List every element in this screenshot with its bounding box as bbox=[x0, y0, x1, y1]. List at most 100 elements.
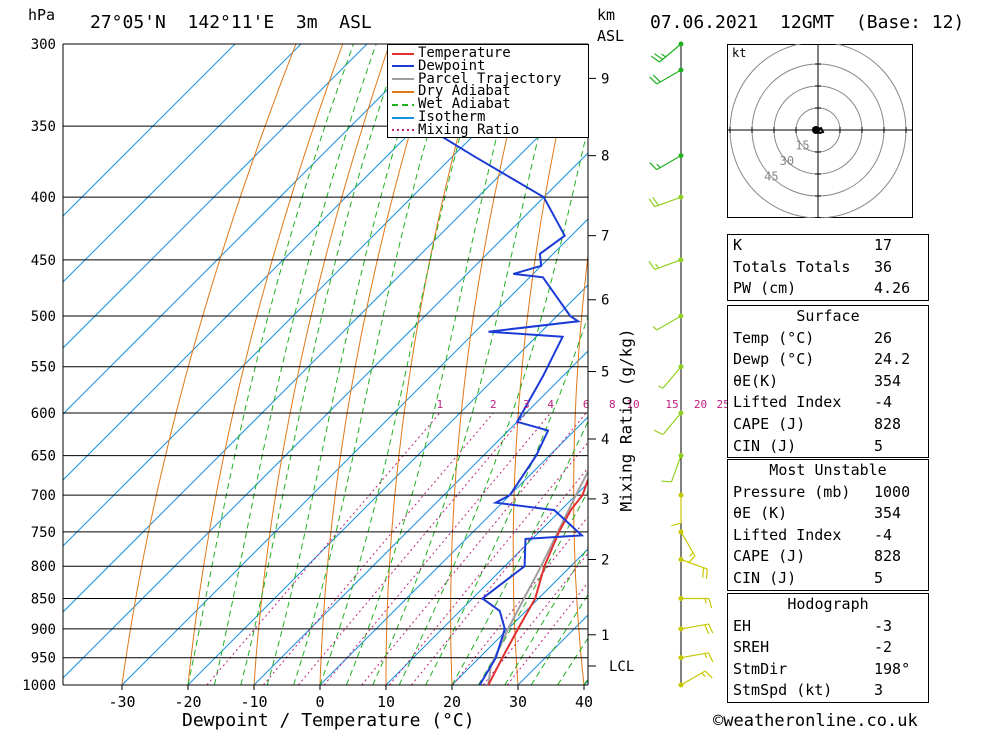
height-tick-label: 2 bbox=[601, 553, 609, 569]
isotherm-line bbox=[63, 86, 588, 613]
wind-barb-half-flag bbox=[656, 163, 661, 169]
wind-barb-half-flag bbox=[704, 598, 707, 604]
mixing-ratio-label: 8 bbox=[609, 398, 616, 411]
height-tick-label: 1 bbox=[601, 628, 609, 644]
wind-barb-staff bbox=[670, 455, 682, 483]
pressure-tick-label: 300 bbox=[31, 37, 56, 53]
wind-barb-flag bbox=[704, 670, 713, 679]
isotherm-line bbox=[63, 44, 368, 349]
height-tick-label: 4 bbox=[601, 432, 609, 448]
wind-barb-half-flag bbox=[658, 385, 664, 389]
wind-barb-flag bbox=[654, 53, 663, 60]
x-tick-label: 40 bbox=[575, 693, 593, 711]
legend-swatch bbox=[392, 78, 414, 81]
legend-swatch bbox=[392, 103, 414, 106]
dry-adiabat-line bbox=[689, 44, 717, 685]
wind-barb-flag bbox=[708, 598, 713, 609]
row-value: 26 bbox=[874, 328, 893, 347]
table-row: Pressure (mb) 1000 bbox=[728, 482, 928, 504]
table-row: CAPE (J) 828 bbox=[728, 414, 928, 436]
row-value: 36 bbox=[874, 257, 893, 276]
wind-barb-staff bbox=[662, 366, 682, 389]
mixing-ratio-axis-label: Mixing Ratio (g/kg) bbox=[616, 328, 636, 512]
row-label: θE(K) bbox=[733, 371, 779, 390]
pressure-tick-label: 1000 bbox=[22, 678, 56, 694]
x-tick-label: -20 bbox=[174, 693, 201, 711]
row-label: CAPE (J) bbox=[733, 547, 806, 566]
row-value: 354 bbox=[874, 504, 902, 523]
table-row: StmSpd (kt) 3 bbox=[728, 680, 928, 702]
legend-item: Dewpoint bbox=[392, 59, 485, 73]
row-label: Pressure (mb) bbox=[733, 482, 851, 501]
hodograph-unit-label: kt bbox=[732, 46, 746, 60]
isotherm-line bbox=[63, 44, 236, 217]
wet-adiabat-line bbox=[293, 44, 455, 685]
indices-table: K 17 Totals Totals 36 PW (cm) 4.26 bbox=[727, 234, 929, 301]
wind-barb-flag bbox=[649, 162, 658, 171]
row-value: -4 bbox=[874, 393, 893, 412]
table-row: PW (cm) 4.26 bbox=[728, 278, 928, 300]
x-axis-label: Dewpoint / Temperature (°C) bbox=[182, 710, 475, 731]
x-tick-label: -10 bbox=[240, 693, 267, 711]
row-value: -4 bbox=[874, 525, 893, 544]
lcl-label: LCL bbox=[609, 659, 634, 675]
wind-barb-staff bbox=[654, 259, 682, 271]
height-tick-label: 9 bbox=[601, 71, 609, 87]
table-row: θE (K) 354 bbox=[728, 503, 928, 525]
pressure-tick-label: 850 bbox=[31, 591, 56, 607]
row-label: StmDir bbox=[733, 659, 788, 678]
wind-barb-staff bbox=[680, 558, 708, 570]
isotherm-line bbox=[319, 416, 588, 685]
legend-swatch bbox=[392, 116, 414, 119]
table-row: Dewp (°C) 24.2 bbox=[728, 349, 928, 371]
row-value: -2 bbox=[874, 638, 893, 657]
table-row: Temp (°C) 26 bbox=[728, 328, 928, 350]
legend-label: Mixing Ratio bbox=[418, 121, 520, 138]
x-tick-label: 30 bbox=[509, 693, 527, 711]
table-row: SREH -2 bbox=[728, 637, 928, 659]
table-row: Totals Totals 36 bbox=[728, 257, 928, 279]
profiles bbox=[398, 44, 588, 685]
pressure-tick-label: 750 bbox=[31, 525, 56, 541]
wind-barb-staff bbox=[656, 69, 682, 85]
row-value: 1000 bbox=[874, 482, 911, 501]
wind-barb-flag bbox=[705, 569, 708, 580]
mixing-ratio-label: 2 bbox=[490, 398, 497, 411]
height-tick-label: 8 bbox=[601, 149, 609, 165]
height-tick-label: 3 bbox=[601, 492, 609, 508]
hodograph-ring-label: 45 bbox=[764, 170, 778, 184]
wind-barb-flag bbox=[708, 623, 714, 634]
legend-item: Temperature bbox=[392, 46, 511, 60]
row-value: 24.2 bbox=[874, 350, 911, 369]
location-title: 27°05'N 142°11'E 3m ASL bbox=[90, 12, 372, 33]
isotherm-line bbox=[63, 44, 434, 415]
legend-label: Isotherm bbox=[418, 109, 486, 125]
wind-barb-flag bbox=[649, 76, 658, 85]
legend-swatch bbox=[392, 129, 414, 132]
isotherm-line bbox=[121, 218, 588, 685]
height-unit-km: km bbox=[597, 6, 616, 24]
most-unstable-table: Most Unstable Pressure (mb) 1000 θE (K) 354… bbox=[727, 459, 929, 591]
footer-credit: ©weatheronline.co.uk bbox=[713, 711, 918, 731]
wind-barb-flag bbox=[671, 522, 682, 527]
wind-barb-staff bbox=[656, 155, 682, 171]
dewpoint-line bbox=[398, 44, 585, 685]
pressure-tick-label: 500 bbox=[31, 309, 56, 325]
wind-barb-flag bbox=[652, 74, 661, 83]
mixing-ratio-label: 4 bbox=[547, 398, 554, 411]
hodograph-frame bbox=[727, 44, 913, 218]
mixing-ratio-label: 15 bbox=[665, 398, 678, 411]
wind-barb-flag bbox=[708, 652, 714, 663]
height-tick-label: 6 bbox=[601, 293, 609, 309]
row-value: 4.26 bbox=[874, 279, 911, 298]
wind-barb-flag bbox=[661, 480, 672, 483]
dry-adiabat-line bbox=[450, 44, 531, 685]
wind-barb-half-flag bbox=[661, 53, 667, 58]
pressure-tick-label: 450 bbox=[31, 253, 56, 269]
x-tick-label: 20 bbox=[443, 693, 461, 711]
isotherm-line bbox=[63, 44, 302, 283]
pressure-tick-label: 900 bbox=[31, 622, 56, 638]
datetime-title: 07.06.2021 12GMT (Base: 12) bbox=[650, 12, 965, 33]
legend-label: Wet Adiabat bbox=[418, 96, 511, 113]
